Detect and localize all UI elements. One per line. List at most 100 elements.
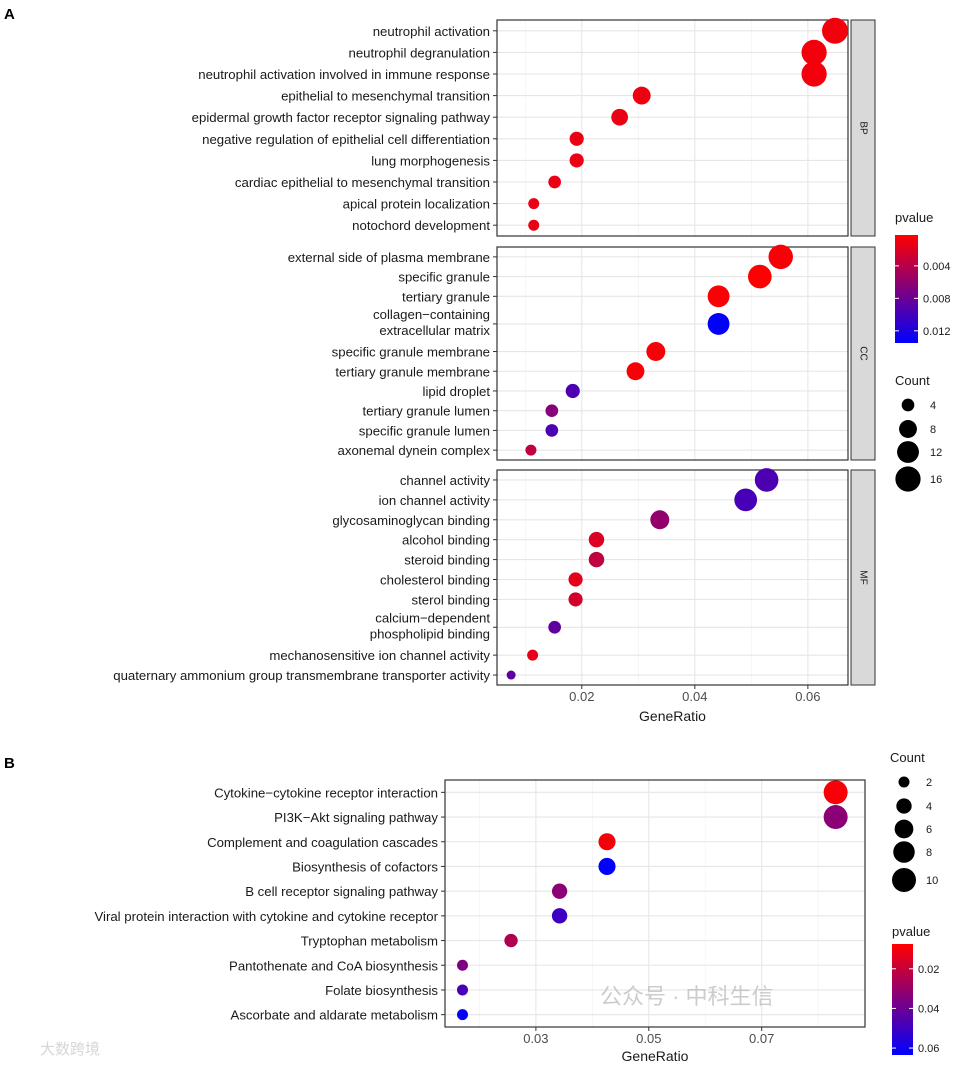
data-point [457,959,468,971]
y-tick-label: Pantothenate and CoA biosynthesis [229,958,438,973]
data-point [626,362,645,381]
y-tick-label: external side of plasma membrane [288,250,490,265]
facet-strip [850,19,876,237]
y-tick-label: Ascorbate and aldarate metabolism [231,1008,438,1023]
y-tick-label: apical protein localization [343,197,490,212]
size-legend-label: 16 [930,474,942,486]
data-point [525,444,537,456]
y-tick-label: mechanosensitive ion channel activity [269,648,490,663]
size-legend-dot [897,441,919,463]
y-tick-label-line: cardiac epithelial to mesenchymal transi… [235,175,490,190]
panel-border [496,19,849,237]
y-tick-label-line: neutrophil degranulation [348,45,490,60]
size-legend-title: Count [895,373,930,388]
y-tick-label-line: epidermal growth factor receptor signali… [192,110,491,125]
y-tick-label-line: negative regulation of epithelial cell d… [202,132,490,147]
size-legend-label: 12 [930,447,942,459]
size-legend-dot [894,819,914,839]
data-point [548,620,561,634]
y-tick-label: collagen−containing extracellular matrix [373,307,490,338]
data-point [506,670,516,680]
facet-strip-label-bp: BP [857,121,868,135]
y-tick-label: glycosaminoglycan binding [332,513,490,528]
y-tick-label: sterol binding [412,592,490,607]
size-legend-dot [893,841,915,863]
x-axis-title: GeneRatio [622,1048,689,1064]
y-tick-label: Biosynthesis of cofactors [292,859,438,874]
plot-background [497,470,848,685]
y-tick-label: cholesterol binding [380,572,490,587]
y-tick-label-line: extracellular matrix [379,323,490,338]
data-point [551,908,568,924]
y-tick-label-line: B cell receptor signaling pathway [245,884,438,899]
color-legend-label: 0.012 [923,326,951,338]
size-legend-label: 4 [930,400,936,412]
y-tick-label-line: Tryptophan metabolism [301,934,438,949]
y-tick-label: notochord development [352,218,490,233]
data-point [707,285,730,308]
y-tick-label-line: neutrophil activation [373,24,490,39]
panel-border [496,469,849,686]
y-tick-label-line: mechanosensitive ion channel activity [269,648,490,663]
data-point [545,424,559,437]
color-legend-label: 0.04 [918,1003,939,1015]
y-tick-label: B cell receptor signaling pathway [245,884,438,899]
y-tick-label-line: cholesterol binding [380,572,490,587]
y-tick-label: neutrophil degranulation [348,45,490,60]
y-tick-label: alcohol binding [402,533,490,548]
data-point [504,933,518,948]
y-tick-label: neutrophil activation involved in immune… [198,67,490,82]
y-tick-label: Cytokine−cytokine receptor interaction [214,785,438,800]
y-tick-label-line: tertiary granule lumen [362,404,490,419]
x-axis-title: GeneRatio [639,708,706,724]
y-tick-label: Complement and coagulation cascades [207,835,438,850]
facet-strip [850,246,876,461]
size-legend-label: 2 [926,777,932,789]
y-tick-label: specific granule [398,270,490,285]
size-legend-dot [896,798,912,814]
data-point [588,551,605,568]
y-tick-label: calcium−dependent phospholipid binding [370,610,491,641]
size-legend-dot [901,398,915,412]
y-tick-label-line: tertiary granule membrane [335,364,490,379]
color-bar [892,944,913,1055]
panel-label-b: B [4,755,15,772]
y-tick-label-line: specific granule lumen [359,423,490,438]
data-point [527,649,539,661]
data-point [565,383,580,399]
size-legend-label: 10 [926,875,938,887]
data-point [646,342,666,362]
y-tick-label-line: tertiary granule [402,289,490,304]
y-tick-label-line: Folate biosynthesis [325,983,438,998]
size-legend-label: 8 [926,847,932,859]
y-tick-label: epidermal growth factor receptor signali… [192,110,491,125]
y-tick-label-line: alcohol binding [402,533,490,548]
plot-background [497,247,848,460]
y-tick-label-line: PI3K−Akt signaling pathway [274,810,438,825]
data-point [822,17,848,44]
panel-border [444,779,866,1028]
size-legend-label: 6 [926,824,932,836]
plot-background [497,20,848,236]
data-point [707,312,730,335]
panel-a: BP neutrophil activation neutrophil degran… [113,17,951,724]
data-point [548,175,561,189]
y-tick-label-line: phospholipid binding [370,626,490,641]
y-tick-label-line: calcium−dependent [375,610,490,625]
data-point [801,61,827,87]
y-tick-label: tertiary granule membrane [335,364,490,379]
data-point [734,488,758,512]
y-tick-label-line: apical protein localization [343,197,490,212]
plot-background [445,780,865,1027]
x-tick-label: 0.03 [523,1031,548,1046]
y-tick-label-line: Cytokine−cytokine receptor interaction [214,785,438,800]
panel-b: Cytokine−cytokine receptor interaction PI… [94,750,939,1064]
y-tick-label-line: Viral protein interaction with cytokine … [94,909,438,924]
data-point [588,531,605,548]
data-point [568,572,583,587]
data-point [569,131,584,146]
y-tick-label-line: Complement and coagulation cascades [207,835,438,850]
size-legend-label: 8 [930,424,936,436]
y-tick-label-line: glycosaminoglycan binding [332,513,490,528]
data-point [598,857,616,876]
